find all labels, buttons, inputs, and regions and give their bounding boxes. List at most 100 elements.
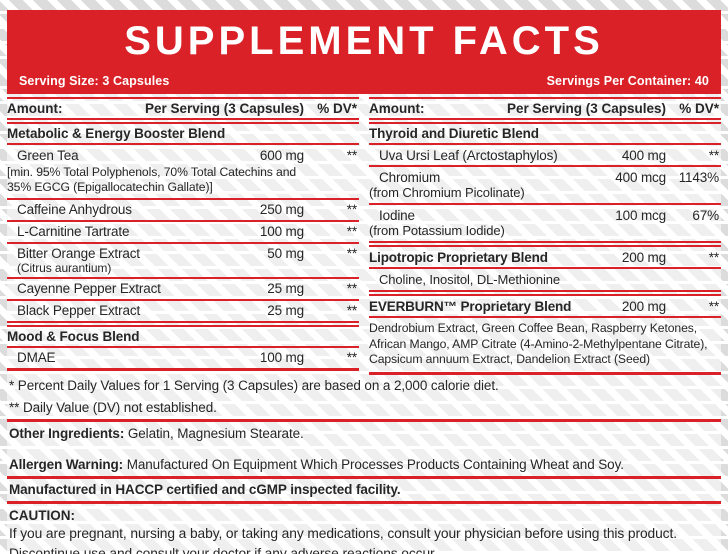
ingredient-row-green-tea: Green Tea 600 mg ** (7, 145, 359, 165)
dv-header: % DV* (679, 101, 719, 116)
rule (7, 276, 359, 279)
ingredient-amount: 25 mg (267, 303, 304, 319)
ingredient-amount: 100 mg (259, 224, 304, 240)
ingredient-amount: 100 mcg (615, 207, 666, 223)
rule-double (7, 320, 359, 327)
header-band: SUPPLEMENT FACTS Serving Size: 3 Capsule… (7, 10, 721, 94)
blend-amount: 200 mg (621, 298, 666, 314)
ingredient-amount: 25 mg (267, 281, 304, 297)
rule (369, 316, 721, 318)
servings-per-container: Servings Per Container: 40 (546, 74, 709, 88)
ingredient-name: Caffeine Anhydrous (17, 202, 132, 218)
column-header-right: Amount: Per Serving (3 Capsules) % DV* (369, 99, 721, 118)
green-tea-note: [min. 95% Total Polyphenols, 70% Total C… (7, 165, 359, 198)
blend-name: Lipotropic Proprietary Blend (369, 249, 548, 265)
footnote-not-established: ** Daily Value (DV) not established. (9, 400, 217, 416)
amount-header: Amount: (369, 101, 425, 116)
ingredient-dv: 1143% (678, 169, 719, 185)
bitter-orange-botanical: (Citrus aurantium) (17, 260, 112, 275)
rule (7, 97, 359, 99)
column-header-left: Amount: Per Serving (3 Capsules) % DV* (7, 99, 359, 118)
allergen-warning-text: Manufactured On Equipment Which Processe… (126, 456, 624, 472)
manufactured-statement: Manufactured in HACCP certified and cGMP… (9, 482, 401, 498)
allergen-warning: Allergen Warning: Manufactured On Equipm… (7, 453, 721, 476)
footnote-dv: * Percent Daily Values for 1 Serving (3 … (9, 378, 499, 394)
rule (7, 298, 359, 301)
rule (369, 203, 721, 205)
ingredient-name: Bitter Orange Extract (17, 246, 140, 262)
blend-header-metabolic: Metabolic & Energy Booster Blend (7, 126, 226, 141)
facts-table: Amount: Per Serving (3 Capsules) % DV* M… (7, 94, 721, 554)
rule (7, 197, 359, 200)
ingredient-dv: ** (346, 246, 357, 262)
blend-header-thyroid: Thyroid and Diuretic Blend (369, 126, 539, 141)
blend-dv: ** (708, 298, 719, 314)
ingredient-name: Uva Ursi Leaf (Arctostaphylos) (379, 147, 558, 163)
lipotropic-components: Choline, Inositol, DL-Methionine (379, 272, 561, 287)
rule-double (369, 118, 721, 124)
rule (7, 219, 359, 222)
rule (7, 143, 359, 145)
rule (369, 165, 721, 167)
per-serving-header: Per Serving (3 Capsules) (506, 101, 666, 116)
ingredient-row-black-pepper: Black Pepper Extract 25 mg ** (7, 301, 359, 321)
rule-thick (369, 371, 721, 375)
ingredient-dv: ** (346, 350, 357, 366)
ingredient-name: Iodine (379, 207, 415, 223)
iodine-source: (from Potassium Iodide) (369, 223, 505, 238)
serving-info-row: Serving Size: 3 Capsules Servings Per Co… (19, 74, 709, 88)
ingredient-amount: 400 mg (621, 147, 666, 163)
blend-amount: 200 mg (621, 249, 666, 265)
allergen-warning-label: Allergen Warning: (9, 456, 124, 472)
rule (7, 345, 359, 348)
other-ingredients: Other Ingredients: Gelatin, Magnesium St… (7, 422, 721, 445)
ingredient-columns: Amount: Per Serving (3 Capsules) % DV* M… (7, 97, 721, 375)
ingredient-row-caffeine: Caffeine Anhydrous 250 mg ** (7, 200, 359, 220)
ingredient-row-dmae: DMAE 100 mg ** (7, 348, 359, 368)
rule-thick (7, 500, 721, 504)
green-tea-note-line1: [min. 95% Total Polyphenols, 70% Total C… (7, 165, 297, 179)
rule-thick (7, 475, 721, 479)
ingredient-dv: ** (346, 303, 357, 319)
supplement-facts-panel: SUPPLEMENT FACTS Serving Size: 3 Capsule… (7, 10, 721, 554)
other-ingredients-text: Gelatin, Magnesium Stearate. (127, 425, 304, 441)
ingredient-name: Green Tea (17, 147, 79, 163)
serving-size: Serving Size: 3 Capsules (19, 74, 170, 88)
everburn-components: Dendrobium Extract, Green Coffee Bean, R… (369, 321, 708, 367)
ingredient-dv: 67% (692, 207, 719, 223)
other-ingredients-label: Other Ingredients: (9, 425, 125, 441)
rule (369, 267, 721, 269)
rule (369, 143, 721, 145)
ingredient-dv: ** (346, 147, 357, 163)
blend-header-mood-focus: Mood & Focus Blend (7, 328, 140, 344)
blend-name: EVERBURN™ Proprietary Blend (369, 298, 572, 314)
ingredient-row-iodine: Iodine 100 mcg 67% (369, 205, 721, 225)
ingredient-amount: 250 mg (259, 202, 304, 218)
ingredient-row-cayenne: Cayenne Pepper Extract 25 mg ** (7, 279, 359, 299)
ingredient-dv: ** (346, 281, 357, 297)
ingredient-row-bitter-orange: Bitter Orange Extract 50 mg ** (7, 244, 359, 264)
ingredient-name: Cayenne Pepper Extract (17, 281, 161, 297)
ingredient-name: Black Pepper Extract (17, 303, 141, 319)
caution-label: CAUTION: (9, 507, 75, 523)
ingredient-row-lcarnitine: L-Carnitine Tartrate 100 mg ** (7, 222, 359, 242)
ingredient-amount: 600 mg (259, 147, 304, 163)
spacer (7, 445, 721, 453)
ingredient-name: DMAE (17, 350, 56, 366)
blend-dv: ** (708, 249, 719, 265)
ingredient-row-chromium: Chromium 400 mcg 1143% (369, 167, 721, 187)
right-column: Amount: Per Serving (3 Capsules) % DV* T… (369, 97, 721, 375)
rule-thick (7, 418, 721, 422)
dv-header: % DV* (317, 101, 357, 116)
rule-double (369, 290, 721, 296)
green-tea-note-line2: 35% EGCG (Epigallocatechin Gallate)] (7, 179, 213, 194)
left-column: Amount: Per Serving (3 Capsules) % DV* M… (7, 97, 359, 371)
blend-row-lipotropic: Lipotropic Proprietary Blend 200 mg ** (369, 247, 721, 267)
rule-double (7, 118, 359, 124)
ingredient-amount: 100 mg (259, 350, 304, 366)
rule (369, 97, 721, 99)
per-serving-header: Per Serving (3 Capsules) (144, 101, 304, 116)
rule-double (369, 241, 721, 247)
ingredient-amount: 50 mg (267, 246, 304, 262)
chromium-source: (from Chromium Picolinate) (369, 185, 525, 200)
